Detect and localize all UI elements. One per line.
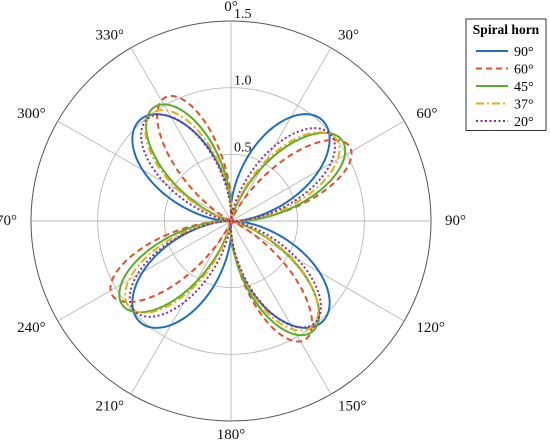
grid-spoke — [130, 47, 232, 222]
theta-tick-label: 0° — [224, 0, 238, 15]
grid-spoke — [130, 220, 232, 395]
legend-label: 45° — [514, 80, 534, 95]
theta-tick-label: 180° — [217, 427, 246, 440]
legend-label: 90° — [514, 45, 534, 60]
theta-axis-labels: 0° 30° 60° 90° 120° 150° 180° 210° 240° 270° 300° 3… — [0, 0, 466, 440]
radial-tick-label: 1.0 — [234, 74, 252, 89]
radial-tick-label: 1.5 — [234, 7, 252, 22]
grid-spoke — [230, 220, 332, 395]
legend: Spiral horn 90° 60° 45° 37° 20° — [465, 18, 547, 131]
series-layer — [109, 95, 353, 343]
legend-box — [465, 18, 547, 131]
legend-label: 60° — [514, 63, 534, 78]
theta-tick-label: 330° — [96, 28, 125, 44]
theta-tick-label: 210° — [96, 398, 125, 414]
theta-tick-label: 240° — [17, 320, 46, 336]
grid-spoke — [230, 47, 332, 222]
theta-tick-label: 90° — [445, 213, 466, 229]
theta-tick-label: 30° — [338, 28, 359, 44]
series-37° — [124, 109, 341, 332]
radial-axis-labels: 0.5 1.0 1.5 — [234, 7, 252, 155]
theta-tick-label: 300° — [17, 106, 46, 122]
legend-title: Spiral horn — [473, 22, 540, 37]
legend-label: 20° — [514, 115, 534, 130]
theta-tick-label: 270° — [0, 213, 17, 229]
radial-tick-label: 0.5 — [234, 140, 252, 155]
theta-tick-label: 60° — [416, 106, 437, 122]
theta-tick-label: 120° — [416, 320, 445, 336]
legend-items: 90° 60° 45° 37° 20° — [476, 45, 534, 130]
theta-tick-label: 150° — [338, 398, 367, 414]
legend-label: 37° — [514, 98, 534, 113]
series-60° — [109, 95, 353, 343]
series-45° — [118, 103, 347, 337]
series-20° — [128, 113, 336, 329]
origin-marker — [227, 217, 235, 225]
